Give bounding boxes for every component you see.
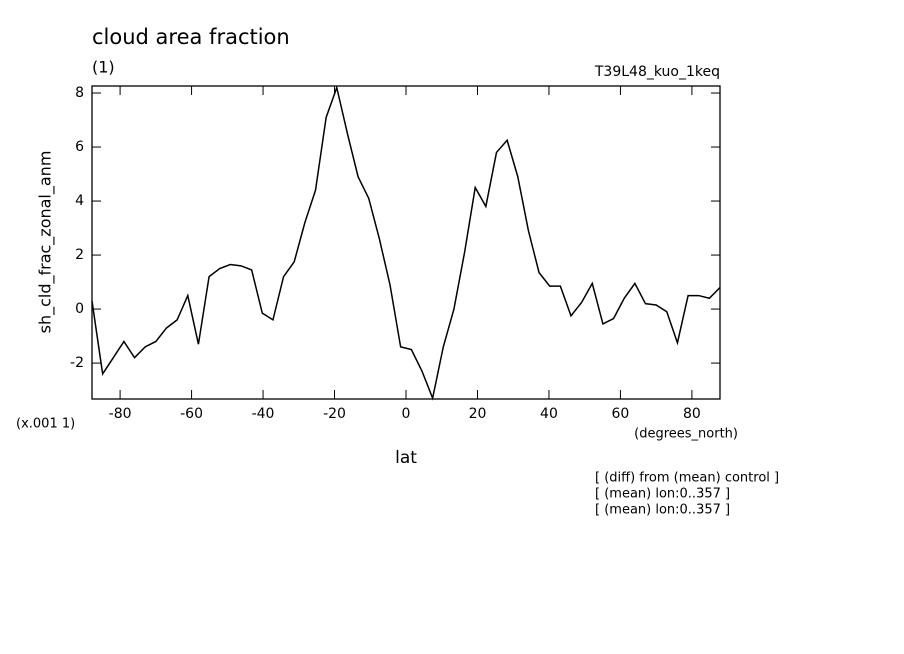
- x-tick-label: -80: [109, 406, 132, 422]
- run-label: T39L48_kuo_1keq: [594, 64, 720, 80]
- y-tick-label: 0: [75, 301, 84, 317]
- annotation: [ (mean) lon:0..357 ]: [595, 487, 730, 502]
- annotation: [ (mean) lon:0..357 ]: [595, 503, 730, 518]
- x-tick-label: 80: [683, 406, 701, 422]
- x-tick-label: -40: [252, 406, 275, 422]
- chart-title: cloud area fraction: [92, 25, 290, 49]
- y-tick-label: 8: [75, 85, 84, 101]
- y-tick-label: 4: [75, 193, 84, 209]
- y-tick-label: 2: [75, 247, 84, 263]
- x-tick-label: -60: [180, 406, 203, 422]
- data-line: [91, 84, 721, 401]
- x-tick-label: 40: [540, 406, 558, 422]
- y-axis-title: sh_cld_frac_zonal_anm: [36, 151, 56, 334]
- annotation: [ (diff) from (mean) control ]: [595, 471, 779, 486]
- y-scale-label: (x.001 1): [16, 417, 75, 432]
- y-tick-label: -2: [70, 355, 84, 371]
- y-tick-label: 6: [75, 139, 84, 155]
- x-tick-label: 0: [402, 406, 411, 422]
- subtitle: (1): [92, 58, 115, 77]
- plot-frame: [91, 85, 721, 400]
- x-tick-label: 60: [612, 406, 630, 422]
- x-tick-label: -20: [323, 406, 346, 422]
- x-tick-label: 20: [469, 406, 487, 422]
- x-axis-title: lat: [395, 448, 417, 468]
- x-units: (degrees_north): [634, 427, 738, 442]
